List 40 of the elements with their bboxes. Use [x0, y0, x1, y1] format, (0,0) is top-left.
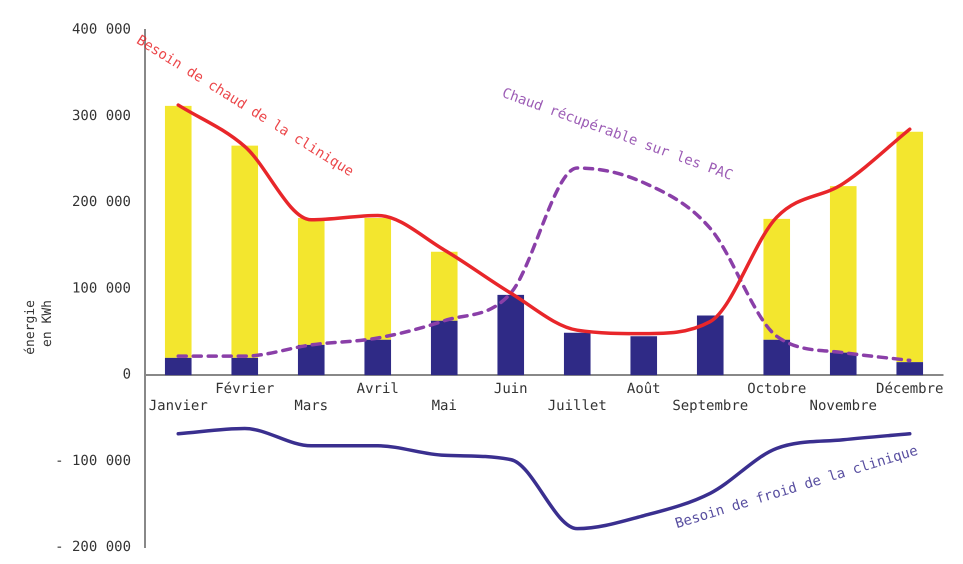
x-tick-label: Mai: [432, 398, 457, 414]
y-tick-label: 400 000: [72, 22, 131, 38]
bar: [896, 362, 924, 376]
x-tick-label: Janvier: [148, 398, 208, 414]
x-tick-label: Juillet: [548, 398, 607, 414]
x-tick-label: Septembre: [672, 398, 748, 414]
bar: [298, 218, 325, 345]
bar: [696, 316, 724, 376]
bar: [231, 146, 258, 358]
bar: [630, 336, 658, 376]
y-tick-label: 200 000: [72, 194, 131, 210]
bar: [830, 186, 857, 353]
y-axis-title: énergie en KWh: [22, 300, 56, 357]
x-tick-label: Décembre: [876, 381, 944, 398]
bar: [763, 218, 790, 340]
y-tick-label: 100 000: [72, 280, 131, 296]
bar: [164, 106, 192, 358]
bar: [497, 294, 524, 376]
x-tick-label: Mars: [294, 398, 328, 414]
x-tick-label: Octobre: [747, 381, 806, 398]
x-tick-label: Février: [215, 381, 274, 398]
bar: [763, 340, 790, 376]
bar: [298, 344, 325, 376]
bar: [364, 340, 392, 376]
bar: [564, 332, 591, 376]
bar: [430, 252, 458, 321]
bar: [231, 358, 258, 376]
x-tick-label: Juin: [494, 381, 528, 398]
bar: [364, 218, 392, 340]
x-tick-label: Août: [626, 381, 661, 398]
bar: [430, 320, 458, 376]
x-tick-label: Avril: [356, 381, 399, 398]
y-tick-label: 0: [122, 366, 131, 383]
y-tick-label: - 200 000: [55, 539, 131, 556]
x-tick-label: Novembre: [810, 398, 877, 414]
y-tick-label: 300 000: [72, 108, 131, 124]
bar: [830, 352, 857, 376]
bar: [896, 132, 924, 362]
bar: [164, 358, 192, 376]
y-tick-label: - 100 000: [55, 452, 131, 469]
